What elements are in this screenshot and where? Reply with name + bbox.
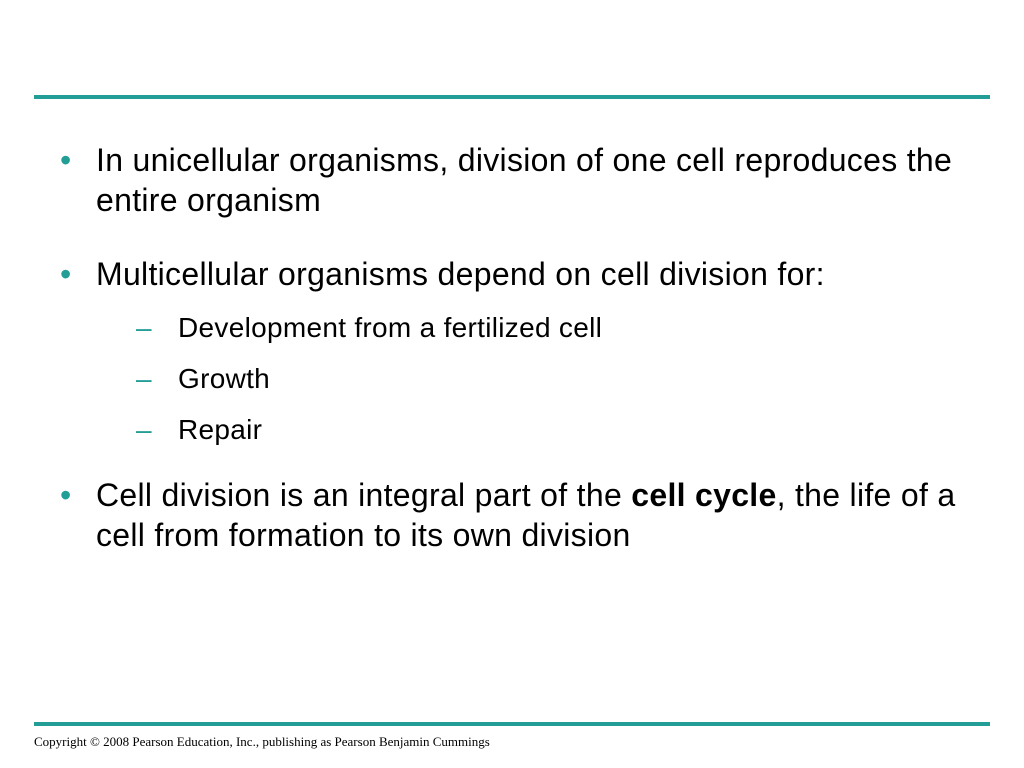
slide: In unicellular organisms, division of on…	[0, 0, 1024, 768]
sub-bullet-item: Growth	[96, 361, 984, 396]
bullet-item: In unicellular organisms, division of on…	[52, 140, 984, 220]
sub-bullet-text: Development from a fertilized cell	[178, 312, 602, 343]
sub-bullet-text: Growth	[178, 363, 270, 394]
bullet-text: In unicellular organisms, division of on…	[96, 142, 952, 218]
bullet-item: Cell division is an integral part of the…	[52, 475, 984, 555]
bullet-text: Multicellular organisms depend on cell d…	[96, 256, 825, 292]
text-run-bold: cell cycle	[631, 477, 776, 513]
sub-bullet-item: Development from a fertilized cell	[96, 310, 984, 345]
sub-bullet-text: Repair	[178, 414, 262, 445]
sub-bullet-list: Development from a fertilized cell Growt…	[96, 310, 984, 447]
copyright-text: Copyright © 2008 Pearson Education, Inc.…	[34, 734, 490, 750]
main-bullet-list: In unicellular organisms, division of on…	[52, 140, 984, 555]
top-divider	[34, 95, 990, 99]
bullet-text: Cell division is an integral part of the…	[96, 477, 955, 553]
content-area: In unicellular organisms, division of on…	[52, 140, 984, 555]
text-run: Cell division is an integral part of the	[96, 477, 631, 513]
sub-bullet-item: Repair	[96, 412, 984, 447]
bottom-divider	[34, 722, 990, 726]
bullet-item: Multicellular organisms depend on cell d…	[52, 254, 984, 447]
